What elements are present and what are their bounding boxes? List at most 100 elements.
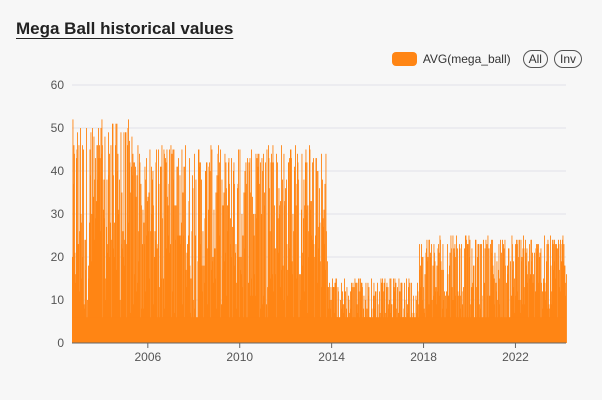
bar — [251, 149, 252, 343]
bar — [88, 265, 89, 343]
bar — [252, 196, 253, 343]
bar — [539, 257, 540, 343]
bar — [235, 252, 236, 343]
bar — [279, 214, 280, 343]
bar — [213, 209, 215, 343]
bar — [498, 269, 499, 343]
bar — [250, 192, 252, 343]
bar — [525, 252, 527, 343]
bar — [453, 248, 455, 343]
bar — [277, 218, 279, 343]
bar — [99, 145, 100, 343]
bar — [472, 287, 474, 343]
bar — [168, 235, 169, 343]
bar — [514, 278, 515, 343]
bar — [478, 244, 480, 343]
legend-swatch[interactable] — [391, 52, 417, 66]
bar — [505, 265, 506, 343]
bar — [122, 231, 124, 343]
bar — [245, 192, 246, 343]
invert-selection-button[interactable]: Inv — [553, 50, 582, 68]
bar — [320, 261, 322, 343]
bar — [111, 239, 113, 343]
bar — [426, 248, 427, 343]
bar — [475, 239, 477, 343]
bar — [201, 179, 202, 343]
bar — [450, 235, 452, 343]
bar — [361, 282, 363, 343]
bar — [215, 278, 216, 343]
bar — [145, 179, 146, 343]
bar — [109, 257, 111, 343]
bar — [113, 175, 114, 343]
bar — [210, 145, 212, 343]
bar — [471, 287, 472, 343]
bar — [465, 235, 466, 343]
bar — [471, 248, 473, 343]
bar — [503, 244, 504, 343]
bar — [365, 282, 367, 343]
bar — [77, 132, 78, 343]
bar — [209, 162, 210, 343]
bar — [113, 248, 115, 343]
bar — [238, 257, 240, 343]
show-all-button[interactable]: All — [522, 50, 548, 68]
bar — [149, 278, 150, 343]
bar — [163, 149, 165, 343]
bar — [356, 282, 357, 343]
bar — [127, 128, 129, 343]
bar — [286, 179, 287, 343]
bar — [199, 166, 201, 343]
bar — [393, 287, 395, 343]
bar — [147, 196, 149, 343]
bar — [565, 282, 566, 343]
bar — [89, 222, 90, 343]
bar — [495, 282, 497, 343]
bar — [436, 265, 438, 343]
bar — [429, 239, 430, 343]
bar — [484, 282, 485, 343]
bar — [454, 252, 455, 343]
bar — [305, 162, 306, 343]
bar — [217, 192, 218, 343]
bar — [536, 244, 537, 343]
bar — [214, 248, 215, 343]
bar — [100, 128, 102, 343]
bar — [264, 192, 265, 343]
bar — [212, 257, 214, 343]
y-tick-label: 30 — [51, 207, 65, 221]
bar — [158, 149, 159, 343]
bar — [337, 287, 339, 343]
bar — [152, 179, 153, 343]
bar — [228, 158, 230, 343]
bar — [128, 222, 130, 343]
bar — [123, 132, 125, 343]
bar — [323, 209, 325, 343]
bar — [498, 244, 500, 343]
bar — [227, 205, 228, 343]
bar — [74, 153, 75, 343]
bar — [230, 244, 232, 343]
bar — [225, 162, 227, 343]
bar — [120, 132, 122, 343]
x-tick-label: 2018 — [410, 350, 437, 364]
bar — [508, 248, 510, 343]
bar — [272, 274, 273, 343]
bar — [178, 235, 180, 343]
bar — [430, 252, 431, 343]
bar — [146, 235, 148, 343]
bar — [358, 278, 359, 343]
bar — [449, 252, 451, 343]
bar — [200, 244, 202, 343]
bar — [467, 244, 468, 343]
bar — [179, 235, 180, 343]
bar — [427, 261, 428, 343]
bar — [309, 145, 310, 343]
bar — [247, 158, 248, 343]
bar — [186, 287, 187, 343]
bar — [121, 192, 123, 343]
bar — [130, 192, 131, 343]
bar — [382, 278, 383, 343]
legend-label[interactable]: AVG(mega_ball) — [422, 52, 511, 66]
bar — [137, 282, 138, 343]
